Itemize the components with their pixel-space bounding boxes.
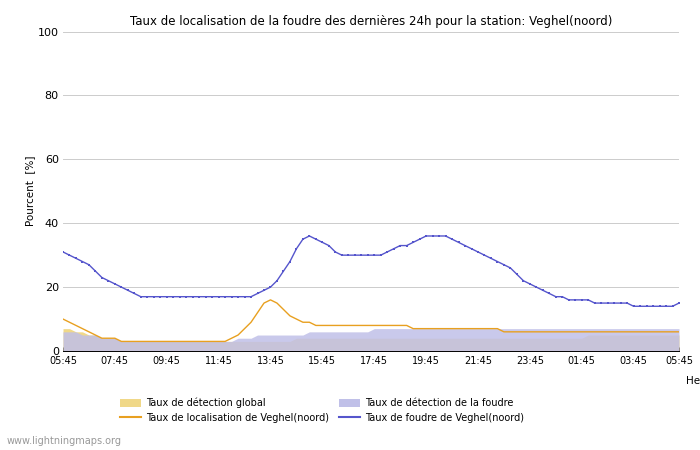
Legend: Taux de détection global, Taux de localisation de Veghel(noord), Taux de détecti: Taux de détection global, Taux de locali… <box>120 397 524 423</box>
Text: www.lightningmaps.org: www.lightningmaps.org <box>7 436 122 446</box>
Title: Taux de localisation de la foudre des dernières 24h pour la station: Veghel(noor: Taux de localisation de la foudre des de… <box>130 14 612 27</box>
Text: Heure: Heure <box>686 376 700 386</box>
Y-axis label: Pourcent  [%]: Pourcent [%] <box>25 156 35 226</box>
